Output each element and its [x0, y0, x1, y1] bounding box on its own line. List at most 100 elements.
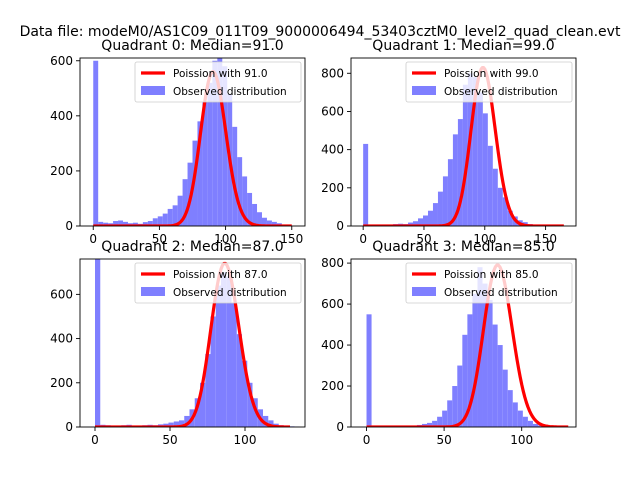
legend-box	[134, 262, 302, 304]
quadrant-3-title: Quadrant 3: Median=85.0	[372, 239, 554, 255]
histogram-bar	[467, 73, 473, 226]
quadrant-3-data	[366, 263, 569, 427]
histogram-bar	[172, 205, 178, 226]
y-tick-label: 0	[336, 219, 344, 233]
histogram-bar	[482, 113, 488, 226]
y-tick-label: 0	[336, 420, 344, 434]
histogram-bar	[217, 58, 223, 226]
x-tick-label: 100	[214, 232, 237, 246]
histogram-bar	[427, 422, 433, 427]
x-tick-label: 0	[91, 433, 99, 447]
histogram-bar	[182, 179, 188, 226]
histogram-bar	[497, 187, 503, 226]
histogram-bar	[252, 203, 258, 226]
histogram-bar	[452, 386, 458, 427]
quadrant-0-data	[92, 58, 293, 226]
poisson-curve	[366, 263, 569, 427]
x-tick-label: 100	[510, 433, 533, 447]
histogram-bar	[123, 221, 128, 226]
histogram-bar	[257, 212, 262, 226]
histogram-bar	[147, 221, 153, 226]
histogram-bar	[132, 222, 138, 226]
histogram-bar	[487, 145, 493, 226]
legend-bar-swatch	[412, 86, 436, 95]
histogram-bar	[447, 400, 453, 427]
histogram-bar	[232, 126, 238, 226]
x-tick-label: 100	[234, 433, 257, 447]
y-tick-label: 800	[321, 66, 344, 80]
histogram-bar	[98, 221, 104, 226]
histogram-bar	[507, 210, 513, 226]
legend-label-observed: Observed distribution	[444, 86, 558, 98]
y-tick-label: 400	[50, 332, 73, 346]
histogram-bar	[210, 316, 216, 427]
histogram-bar	[194, 398, 200, 427]
histogram-bar	[231, 303, 237, 427]
quadrant-3-axes-frame	[350, 258, 577, 428]
histogram-bar	[242, 360, 248, 427]
quadrant-2-plot: 0 50 100 0 200 400 600 Poission with 87.0 Observ…	[50, 239, 306, 447]
histogram-bar	[95, 259, 101, 427]
histogram-bar	[413, 221, 419, 226]
y-tick-label: 400	[50, 109, 73, 123]
histogram-bar	[537, 425, 544, 427]
histogram-bar	[472, 293, 478, 427]
histogram-bar	[247, 192, 253, 226]
histogram-bar	[142, 222, 148, 226]
histogram-bar	[157, 216, 163, 226]
quadrant-0-title: Quadrant 0: Median=91.0	[101, 38, 283, 54]
legend-label-poisson: Poission with 99.0	[444, 68, 539, 80]
histogram-bar	[482, 283, 488, 427]
legend-box	[405, 61, 573, 103]
histogram-bar	[432, 420, 438, 427]
histogram-bar	[177, 195, 183, 226]
legend-bar-swatch	[141, 86, 165, 95]
histogram-bar	[492, 324, 498, 427]
histogram-bar	[103, 222, 109, 226]
histogram-bar	[437, 191, 443, 226]
histogram-bar	[173, 421, 179, 427]
y-tick-label: 0	[65, 420, 73, 434]
legend-label-observed: Observed distribution	[444, 287, 558, 299]
histogram-bar	[237, 157, 243, 226]
histogram-bar	[507, 390, 513, 427]
y-tick-label: 200	[321, 181, 344, 195]
histogram-bar	[205, 354, 211, 427]
x-tick-label: 0	[89, 232, 97, 246]
histogram-bar	[487, 299, 493, 427]
histogram-bar	[418, 218, 423, 226]
legend-label-poisson: Poission with 91.0	[173, 68, 268, 80]
histogram-bar	[168, 422, 174, 427]
histogram-bar	[423, 215, 428, 226]
histogram-bar	[184, 415, 190, 427]
histogram-bar	[408, 222, 414, 226]
histogram-bar	[226, 276, 232, 427]
legend-label-observed: Observed distribution	[173, 287, 287, 299]
histogram-bar	[222, 66, 228, 226]
histogram-bar	[442, 176, 448, 226]
y-tick-label: 600	[50, 54, 73, 68]
y-tick-label: 600	[321, 297, 344, 311]
quadrant-1-plot: 0 50 100 150 0 200 400 600 800 Poission with 99.0…	[321, 38, 577, 246]
quadrant-2-axes-frame	[79, 258, 306, 428]
histogram-bar	[462, 334, 468, 427]
histogram-bar	[492, 168, 498, 226]
legend-label-poisson: Poission with 85.0	[444, 269, 539, 281]
y-tick-label: 400	[321, 338, 344, 352]
histogram-bar	[472, 77, 478, 226]
histogram-bar	[366, 314, 372, 427]
histogram-bar	[212, 60, 218, 226]
quadrant-1-title: Quadrant 1: Median=99.0	[372, 38, 554, 54]
histogram-bar	[271, 221, 277, 226]
y-tick-label: 400	[321, 143, 344, 157]
quadrant-3-plot: 0 50 100 0 200 400 600 800 Poission with 85.0 Obs…	[321, 239, 577, 447]
histogram-bar	[447, 159, 453, 226]
histogram-bar	[152, 218, 158, 226]
histogram-bar	[261, 217, 267, 226]
quadrant-1-data	[362, 65, 565, 226]
quadrant-0-plot: 0 50 100 150 0 200 400 600 Poission with 91.0 Obs…	[50, 38, 306, 246]
histogram-bar	[207, 82, 213, 226]
histogram-bar	[437, 416, 443, 427]
quadrant-2-title: Quadrant 2: Median=87.0	[101, 239, 283, 255]
